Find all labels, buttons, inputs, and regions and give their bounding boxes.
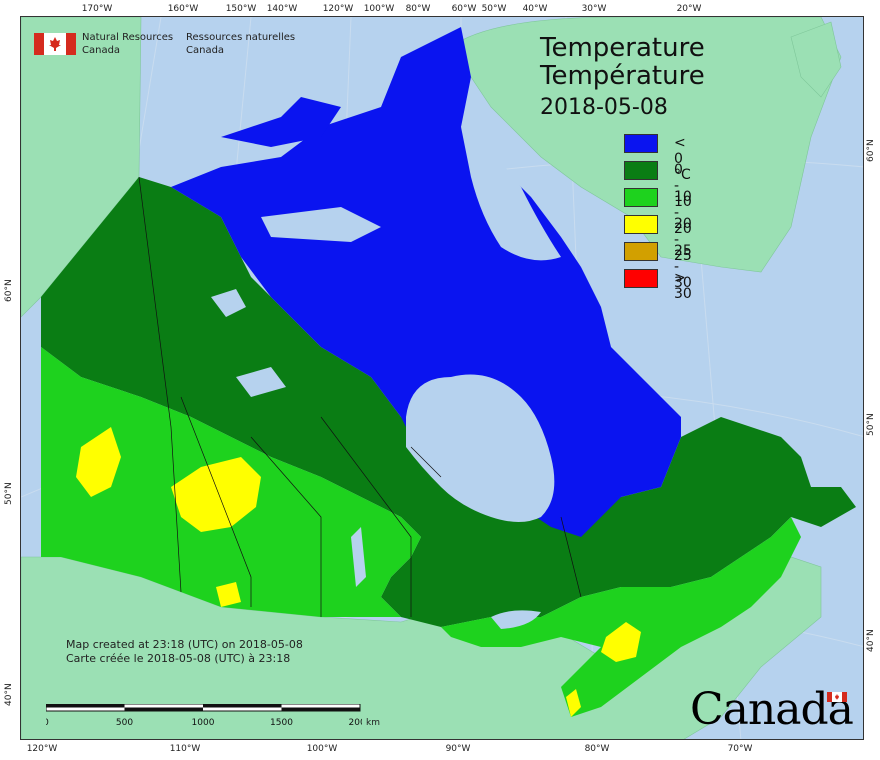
great-slave-lake [236, 367, 286, 397]
legend-swatch [624, 188, 658, 207]
tick-bottom-120w: 120°W [26, 744, 58, 754]
legend-label: < 0 °C [674, 135, 691, 183]
tick-top-150w: 150°W [225, 4, 257, 14]
tick-right-40n: 40°N [866, 629, 876, 652]
tick-top-50w: 50°W [481, 4, 507, 14]
great-bear-lake [211, 289, 246, 317]
zone-20-25-a [171, 457, 261, 532]
tick-top-100w: 100°W [363, 4, 395, 14]
channels [261, 207, 381, 242]
title-french: Température [540, 61, 705, 91]
tick-bottom-110w: 110°W [169, 744, 201, 754]
credit-english: Map created at 23:18 (UTC) on 2018-05-08 [66, 638, 303, 651]
title-english: Temperature [540, 33, 705, 63]
tick-top-140w: 140°W [266, 4, 298, 14]
agency-name-fr: Ressources naturelles Canada [186, 31, 295, 57]
zone-20-25-e [566, 689, 581, 717]
tick-right-60n: 60°N [866, 139, 876, 162]
wordmark-flag-icon [827, 692, 847, 702]
zone-20-25-d [216, 582, 241, 607]
canada-flag-icon [34, 33, 76, 55]
tick-top-40w: 40°W [522, 4, 548, 14]
legend-label: > 30 [674, 270, 692, 302]
tick-right-50n: 50°N [866, 413, 876, 436]
legend-label: 25 - 30 [674, 243, 692, 291]
legend-swatch [624, 161, 658, 180]
scale-label-1000: 1000 [192, 718, 215, 728]
tick-top-60w: 60°W [451, 4, 477, 14]
province-borders [138, 176, 582, 617]
baffin-bay [461, 127, 561, 261]
legend-label: 0 - 10 [674, 162, 692, 210]
map-graphic [21, 17, 863, 739]
scale-unit: km [366, 718, 380, 728]
legend-label: 20 - 25 [674, 216, 692, 264]
tick-top-80w: 80°W [405, 4, 431, 14]
tick-top-30w: 30°W [581, 4, 607, 14]
canada-zones [41, 27, 856, 717]
tick-top-170w: 170°W [81, 4, 113, 14]
tick-left-60n: 60°N [4, 279, 14, 302]
scale-label-2000: 2000 [349, 718, 362, 728]
hudson-bay [406, 374, 555, 522]
map-credit: Map created at 23:18 (UTC) on 2018-05-08… [66, 638, 303, 666]
tick-bottom-80w: 80°W [584, 744, 610, 754]
tick-bottom-90w: 90°W [445, 744, 471, 754]
tick-top-120w: 120°W [322, 4, 354, 14]
tick-left-50n: 50°N [4, 482, 14, 505]
agency-en-line1: Natural Resources [82, 32, 174, 43]
lake-winnipeg [351, 527, 366, 587]
zone-10-20-east [441, 517, 801, 717]
agency-en-line2: Canada [82, 45, 121, 56]
zone-below-0 [171, 27, 681, 537]
zone-0-10 [41, 177, 856, 627]
tick-left-40n: 40°N [4, 683, 14, 706]
title-date: 2018-05-08 [540, 95, 668, 120]
credit-french: Carte créée le 2018-05-08 (UTC) à 23:18 [66, 652, 291, 665]
tick-top-20w: 20°W [676, 4, 702, 14]
legend-swatch [624, 215, 658, 234]
tick-bottom-70w: 70°W [727, 744, 753, 754]
map-title: Temperature Température 2018-05-08 [540, 34, 705, 122]
water-bodies [211, 127, 561, 629]
legend-swatch [624, 134, 658, 153]
scale-label-1500: 1500 [270, 718, 293, 728]
lake-superior [491, 610, 541, 629]
scale-label-500: 500 [116, 718, 133, 728]
zone-below-0-islands [221, 97, 341, 147]
canada-wordmark: Canada [690, 684, 854, 735]
temperature-map[interactable] [20, 16, 864, 740]
legend-swatch [624, 269, 658, 288]
tick-top-160w: 160°W [167, 4, 199, 14]
tick-bottom-100w: 100°W [306, 744, 338, 754]
agency-name-en: Natural Resources Canada [82, 31, 173, 57]
agency-fr-line1: Ressources naturelles [186, 32, 296, 43]
scale-label-0: 0 [46, 718, 49, 728]
legend-label: 10 - 20 [674, 189, 692, 237]
legend-swatch [624, 242, 658, 261]
agency-fr-line2: Canada [186, 45, 225, 56]
zone-20-25-c [601, 622, 641, 662]
zone-20-25-b [76, 427, 121, 497]
scale-bar: 0 500 1000 1500 2000 [46, 704, 362, 728]
greenland-east [790, 21, 842, 98]
